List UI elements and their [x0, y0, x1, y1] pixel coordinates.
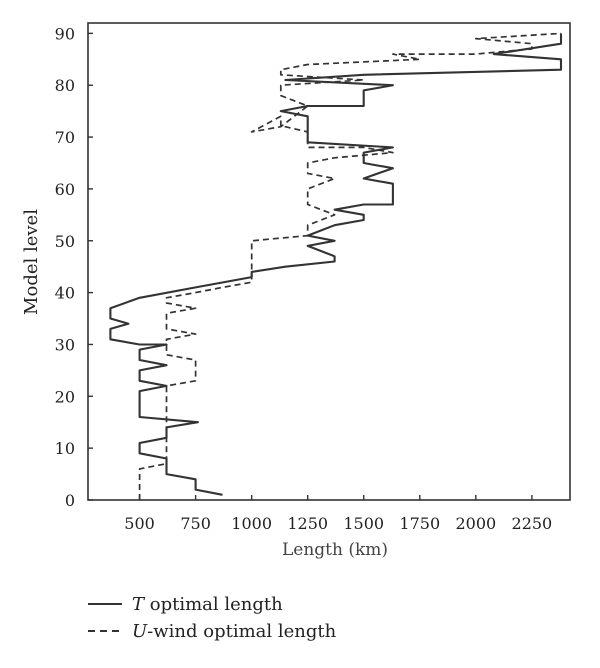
y-tick-label: 0: [65, 491, 75, 510]
series-layer: [109, 32, 563, 500]
y-tick-label: 90: [55, 24, 75, 43]
x-tick-label: 1750: [399, 514, 440, 533]
y-tick-label: 40: [55, 284, 75, 303]
legend-item-u-wind: U-wind optimal length: [88, 621, 337, 642]
y-tick-label: 10: [55, 439, 75, 458]
y-axis-title: Model level: [21, 209, 42, 315]
legend: T optimal length U-wind optimal length: [88, 594, 337, 642]
legend-label-u-symbol: U: [132, 621, 148, 642]
x-axis-title: Length (km): [282, 540, 388, 560]
x-tick-label: 500: [124, 514, 155, 533]
y-tick-label: 70: [55, 128, 75, 147]
legend-label-u-wind: U-wind optimal length: [132, 621, 337, 642]
series-line-t: [109, 33, 563, 496]
x-tick-label: 2250: [512, 514, 553, 533]
series-line-u-wind: [138, 32, 562, 500]
legend-label-t-symbol: T: [132, 594, 146, 615]
y-tick-label: 50: [55, 232, 75, 251]
y-tick-label: 30: [55, 335, 75, 354]
x-tick-label: 1000: [231, 514, 272, 533]
legend-label-u-text: -wind optimal length: [147, 621, 336, 642]
legend-item-t: T optimal length: [88, 594, 283, 615]
x-tick-label: 2000: [455, 514, 496, 533]
x-tick-label: 1250: [287, 514, 328, 533]
y-tick-label: 60: [55, 180, 75, 199]
plot-frame: [87, 22, 571, 501]
y-tick-label: 80: [55, 76, 75, 95]
x-axis-ticks: 500 750 1000 1250 1500 1750 2000 2250: [124, 495, 552, 533]
y-tick-label: 20: [55, 387, 75, 406]
legend-label-t: T optimal length: [132, 594, 283, 615]
x-tick-label: 1500: [343, 514, 384, 533]
legend-label-t-text: optimal length: [144, 594, 283, 615]
x-tick-label: 750: [180, 514, 211, 533]
y-axis-ticks: 0 10 20 30 40 50 60 70 80 90: [55, 24, 93, 510]
